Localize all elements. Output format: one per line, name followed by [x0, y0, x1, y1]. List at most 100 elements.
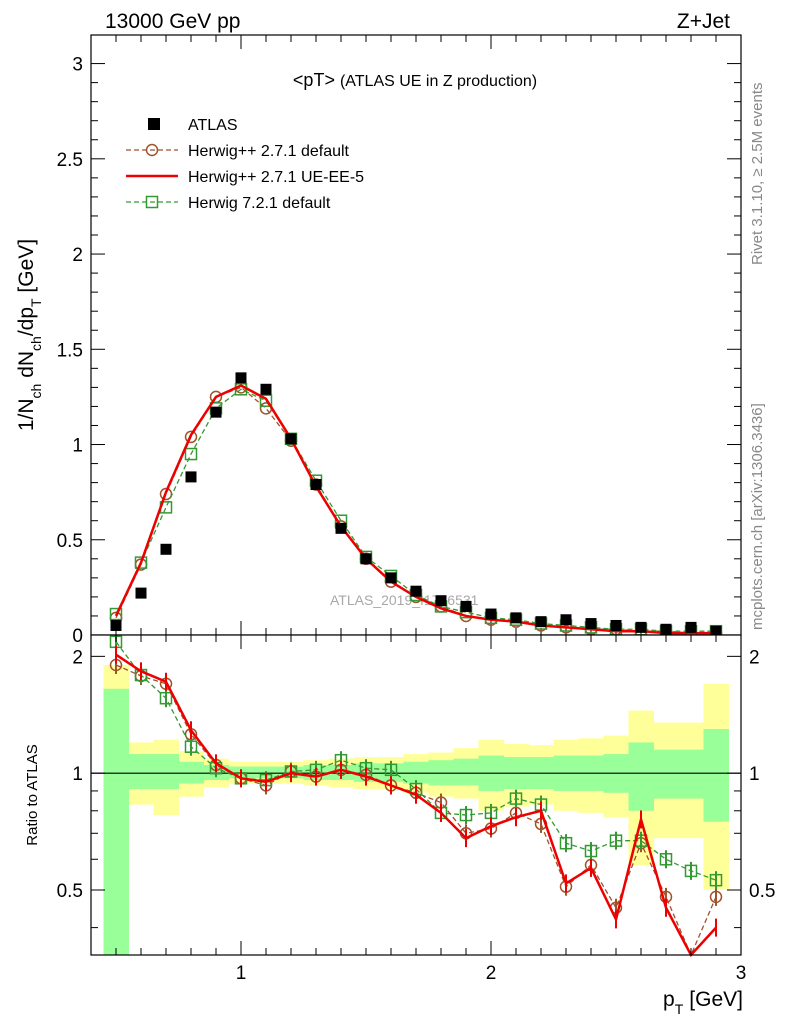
main-y-tick-label: 1.5: [57, 340, 83, 361]
data-point-atlas: [185, 471, 197, 483]
main-axis-ticks: 0 0.5 1 1.5 2 2.5 3: [57, 35, 741, 647]
data-point-atlas: [260, 383, 272, 395]
main-panel: ATLAS_2019_I1736531 0 0.5 1 1.5 2 2.5 3 <pT> (…: [15, 34, 742, 647]
ratio-point-herwig-7-2-1-default: [609, 834, 623, 847]
ratio-y-tick-label-right: 0.5: [749, 881, 775, 902]
data-point-atlas: [460, 600, 472, 612]
ratio-point-herwig-7-2-1-default: [684, 864, 698, 878]
ratio-point-herwig-7-2-1-default: [584, 844, 598, 858]
data-point-herwig-7-2-1-default: [259, 394, 273, 407]
process-label: Z+Jet: [677, 10, 730, 33]
x-axis-label-sub: T: [675, 1001, 684, 1017]
main-title-text: <pT>: [293, 70, 335, 90]
data-point-atlas: [410, 585, 422, 597]
data-point-atlas: [485, 608, 497, 620]
ratio-y-tick-label-right: 2: [749, 647, 760, 668]
legend-entry-herwig-7-2-1-default: Herwig 7.2.1 default: [126, 195, 331, 212]
legend-swatch-marker: [145, 195, 159, 209]
x-axis-label-main: p: [663, 988, 675, 1011]
data-point-atlas: [560, 614, 572, 626]
main-y-tick-label: 0: [72, 626, 83, 647]
legend-label: ATLAS: [188, 117, 238, 134]
main-y-axis-label: 1/Nch dNch/dpT [GeV]: [15, 239, 44, 431]
band-inner: [628, 742, 654, 811]
main-y-tick-label: 3: [72, 55, 83, 76]
data-point-herwig-2-7-1-default: [159, 487, 173, 501]
legend-entry-herwig-2-7-1-default: Herwig++ 2.7.1 default: [126, 143, 350, 160]
ratio-point-herwig-7-2-1-default: [459, 808, 473, 822]
series-atlas: [110, 372, 722, 637]
band-inner: [703, 728, 729, 822]
ratio-point-herwig-7-2-1-default: [159, 691, 173, 705]
ratio-y-tick-label-right: 1: [749, 764, 760, 785]
data-point-atlas: [310, 479, 322, 491]
watermark: ATLAS_2019_I1736531: [330, 592, 479, 608]
ratio-y-tick-label: 2: [72, 647, 83, 668]
data-point-herwig-7-2-1-default: [184, 447, 198, 461]
ratio-series-herwig-2-7-1-ue-ee-5: [115, 645, 717, 958]
main-title: <pT> (ATLAS UE in Z production): [293, 70, 537, 90]
ratio-panel: 1 2 3 0.5 0.5 1 1 2 2 Ratio to ATLAS pT [GeV]: [24, 634, 775, 1017]
ratio-point-herwig-2-7-1-default: [709, 890, 723, 904]
legend-label: Herwig++ 2.7.1 UE-EE-5: [188, 169, 364, 186]
data-point-atlas: [710, 625, 722, 637]
data-point-herwig-2-7-1-default: [184, 430, 198, 444]
series-herwig-2-7-1-ue-ee-5: [114, 384, 716, 635]
data-point-atlas: [385, 572, 397, 584]
legend-label: Herwig 7.2.1 default: [188, 195, 331, 212]
band-inner: [128, 754, 154, 790]
band-inner: [103, 688, 129, 955]
x-tick-label: 3: [736, 963, 747, 984]
main-title-suffix: (ATLAS UE in Z production): [340, 73, 537, 90]
data-point-atlas: [610, 619, 622, 631]
data-point-atlas: [285, 433, 297, 445]
ratio-y-tick-label: 1: [72, 764, 83, 785]
data-point-atlas: [435, 595, 447, 607]
main-y-tick-label: 0.5: [57, 531, 83, 552]
main-plot-frame: [91, 35, 741, 635]
data-point-herwig-7-2-1-default: [134, 556, 148, 569]
ratio-plot-border: [90, 634, 742, 956]
ratio-point-herwig-7-2-1-default: [184, 740, 198, 753]
legend-label: Herwig++ 2.7.1 default: [188, 143, 350, 160]
x-tick-label: 1: [236, 963, 247, 984]
legend-entry-atlas: ATLAS: [148, 117, 238, 134]
source-label: mcplots.cern.ch [arXiv:1306.3436]: [749, 403, 766, 630]
band-inner: [678, 749, 704, 799]
data-point-atlas: [335, 522, 347, 534]
x-axis-label: pT [GeV]: [663, 988, 743, 1017]
legend: ATLAS Herwig++ 2.7.1 default Herwig++ 2.7.…: [126, 117, 364, 212]
data-point-atlas: [160, 543, 172, 555]
ratio-axis-ticks: 1 2 3 0.5 0.5 1 1 2 2: [57, 635, 775, 984]
data-point-atlas: [135, 587, 147, 599]
ratio-series-group: [109, 635, 723, 958]
main-y-tick-label: 1: [72, 436, 83, 457]
ratio-point-herwig-7-2-1-default: [659, 853, 673, 866]
generator-label: Rivet 3.1.10, ≥ 2.5M events: [749, 83, 766, 266]
data-point-atlas: [210, 406, 222, 418]
data-point-atlas: [660, 623, 672, 635]
data-point-atlas: [585, 618, 597, 630]
data-point-atlas: [635, 621, 647, 633]
series-line-herwig-2-7-1-ue-ee-5: [114, 384, 716, 635]
x-tick-label: 2: [486, 963, 497, 984]
ratio-point-herwig-7-2-1-default: [559, 836, 573, 850]
main-y-tick-label: 2: [72, 245, 83, 266]
ratio-point-herwig-7-2-1-default: [509, 792, 523, 805]
ratio-point-herwig-7-2-1-default: [384, 763, 398, 777]
legend-swatch-marker: [145, 143, 159, 157]
energy-label: 13000 GeV pp: [105, 10, 240, 33]
legend-entry-herwig-2-7-1-ue-ee-5: Herwig++ 2.7.1 UE-EE-5: [126, 169, 364, 186]
main-y-tick-label: 2.5: [57, 150, 83, 171]
ratio-point-herwig-7-2-1-default: [709, 873, 723, 887]
data-point-atlas: [535, 616, 547, 628]
band-inner: [653, 749, 679, 799]
data-point-atlas: [235, 372, 247, 384]
data-point-atlas: [510, 612, 522, 624]
band-inner: [153, 754, 179, 790]
data-point-atlas: [360, 553, 372, 565]
x-axis-label-unit: [GeV]: [689, 988, 743, 1011]
band-inner: [453, 758, 479, 786]
legend-swatch: [148, 118, 160, 130]
